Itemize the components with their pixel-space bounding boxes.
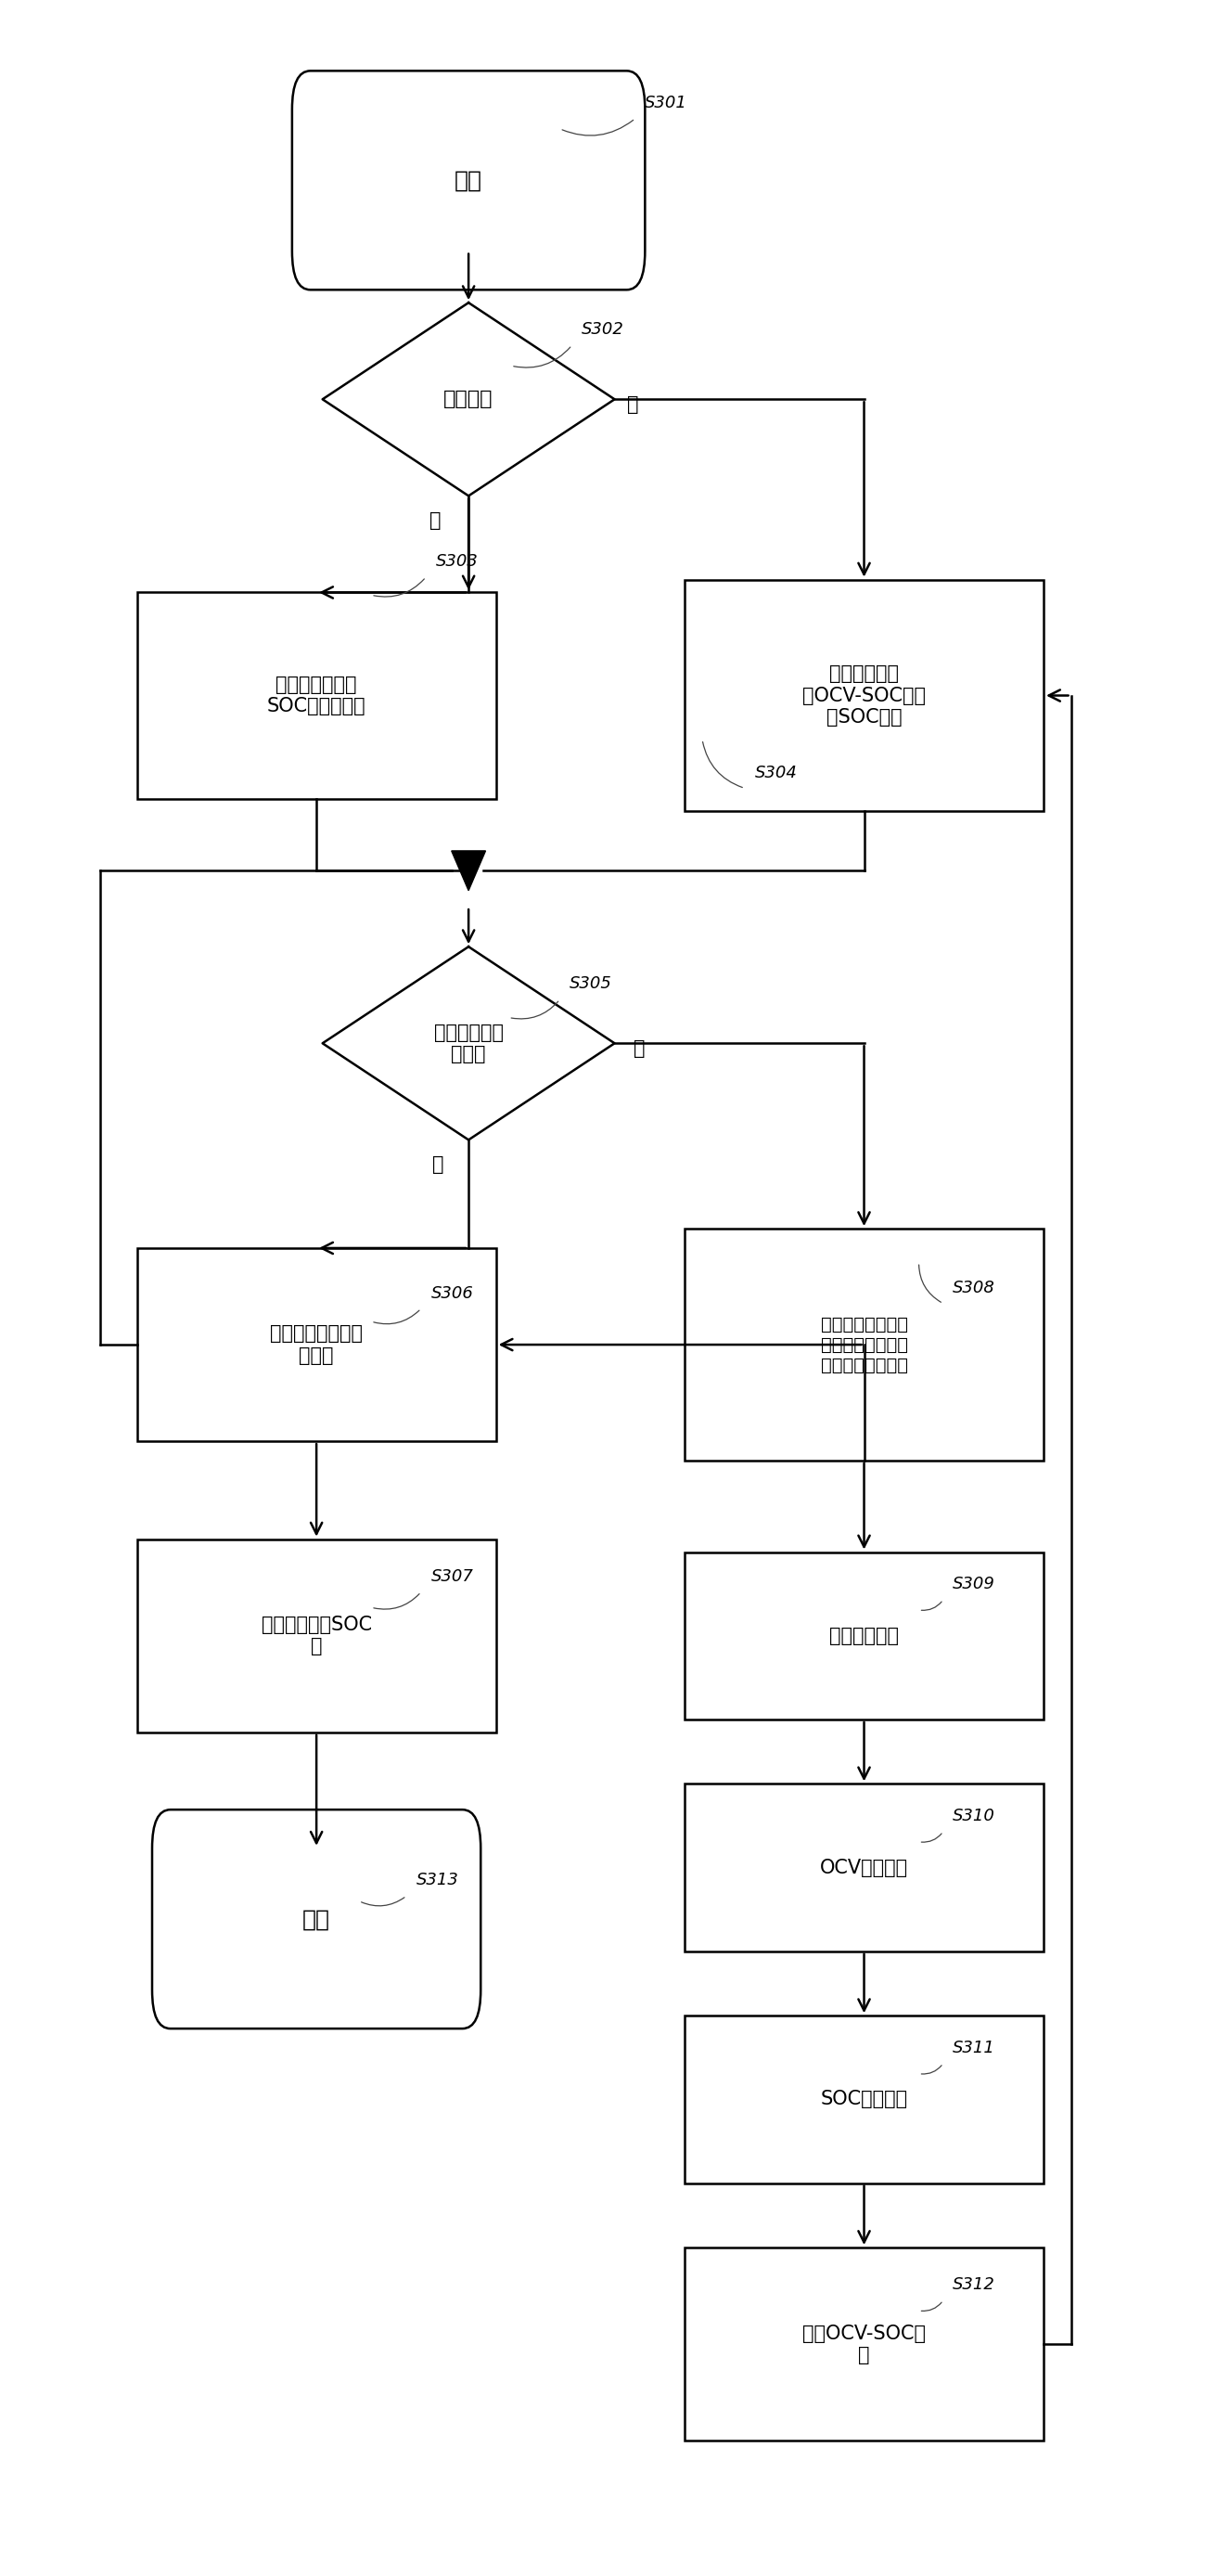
Text: 记录充电结束时的
电量，校正电池容
量并估算当前电量: 记录充电结束时的 电量，校正电池容 量并估算当前电量 — [820, 1316, 908, 1373]
Text: 以上次关机时的
SOC值做为初值: 以上次关机时的 SOC值做为初值 — [267, 675, 366, 716]
Text: S311: S311 — [953, 2040, 996, 2056]
Text: 得出实时的的SOC
值: 得出实时的的SOC 值 — [262, 1615, 371, 1656]
Text: 是: 是 — [627, 394, 639, 415]
Text: OCV实时跟踪: OCV实时跟踪 — [820, 1857, 908, 1878]
Text: S308: S308 — [953, 1280, 996, 1296]
Text: 内阻实时跟踪: 内阻实时跟踪 — [829, 1625, 899, 1646]
Text: S310: S310 — [953, 1808, 996, 1824]
Text: S305: S305 — [570, 976, 612, 992]
Text: 否: 否 — [430, 510, 442, 531]
Text: S303: S303 — [436, 554, 478, 569]
Text: 校正OCV-SOC曲
线: 校正OCV-SOC曲 线 — [802, 2324, 926, 2365]
Bar — [684, 2246, 1044, 2442]
Text: 是: 是 — [633, 1038, 645, 1059]
Bar — [138, 592, 495, 799]
Text: 电池满足自学
习条件: 电池满足自学 习条件 — [433, 1023, 504, 1064]
Polygon shape — [452, 850, 486, 891]
Text: 关机超时: 关机超时 — [444, 389, 493, 410]
Text: S301: S301 — [645, 95, 688, 111]
Text: S307: S307 — [431, 1569, 473, 1584]
Bar — [684, 1783, 1044, 1953]
Text: S312: S312 — [953, 2277, 996, 2293]
Text: 开机: 开机 — [455, 170, 482, 191]
Text: S302: S302 — [582, 322, 624, 337]
Bar — [138, 1540, 495, 1734]
Text: S309: S309 — [953, 1577, 996, 1592]
Text: S306: S306 — [431, 1285, 473, 1301]
Text: 采样电流并进行时
间积分: 采样电流并进行时 间积分 — [270, 1324, 363, 1365]
Polygon shape — [323, 948, 615, 1141]
Bar — [684, 580, 1044, 811]
Bar — [684, 1551, 1044, 1721]
Polygon shape — [323, 304, 615, 497]
Text: 关机: 关机 — [303, 1909, 330, 1929]
Text: 否: 否 — [432, 1154, 444, 1175]
Bar — [684, 2014, 1044, 2184]
Text: S313: S313 — [416, 1873, 459, 1888]
FancyBboxPatch shape — [292, 70, 645, 289]
Text: SOC实时跟踪: SOC实时跟踪 — [820, 2089, 908, 2110]
Text: 检测开路电压
查OCV-SOC表决
定SOC初值: 检测开路电压 查OCV-SOC表决 定SOC初值 — [802, 665, 926, 726]
Bar — [138, 1249, 495, 1443]
Bar — [684, 1229, 1044, 1461]
Text: S304: S304 — [755, 765, 797, 781]
FancyBboxPatch shape — [152, 1808, 481, 2030]
